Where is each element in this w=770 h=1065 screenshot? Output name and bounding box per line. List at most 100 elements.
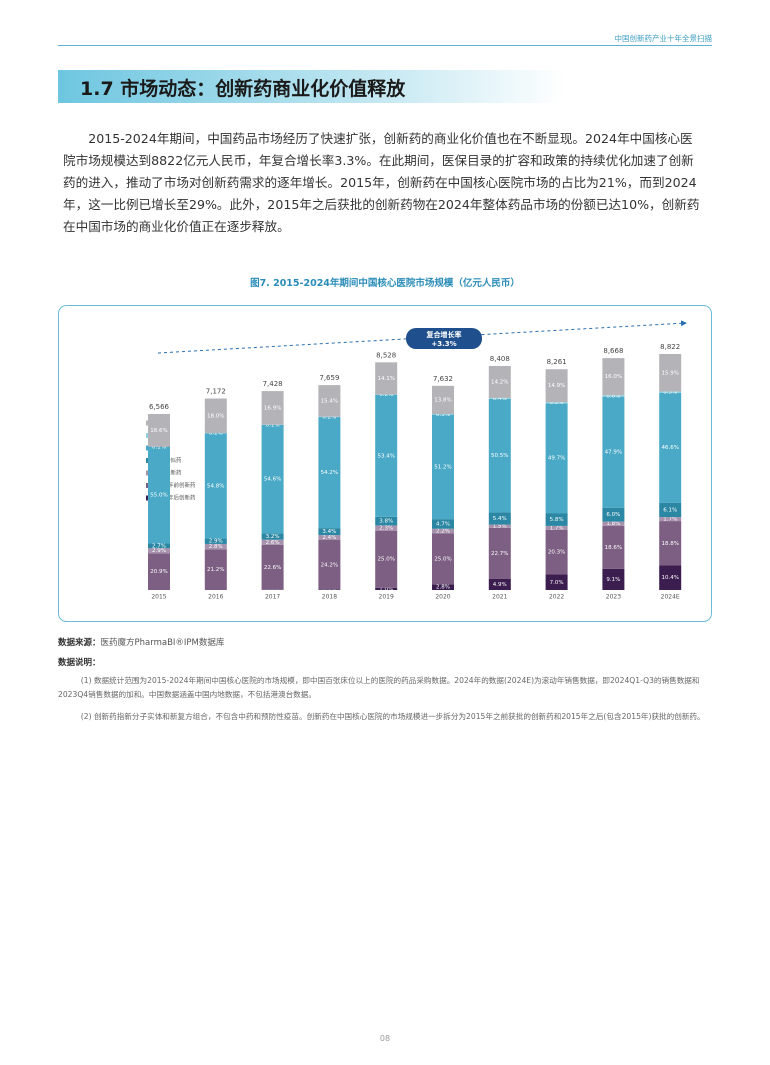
value-label: 16.9% — [264, 405, 281, 411]
x-tick-label: 2019 — [379, 594, 394, 601]
x-tick-label: 2024E — [661, 594, 680, 601]
value-label: 1.8% — [606, 521, 620, 527]
value-label: 6.1% — [663, 507, 677, 513]
value-label: 5.8% — [550, 517, 564, 523]
x-tick-label: 2017 — [265, 594, 280, 601]
value-label: 0.5% — [550, 400, 564, 406]
bar-segment — [204, 549, 227, 590]
value-label: 0.1% — [152, 444, 166, 450]
bar-segment — [375, 362, 398, 395]
value-label: 2.9% — [152, 548, 166, 554]
value-label: 14.2% — [491, 379, 508, 385]
bar-segment — [318, 540, 341, 590]
x-tick-label: 2016 — [208, 594, 223, 601]
bar-segment — [488, 398, 511, 513]
legend-label: 2015年后创新药 — [154, 494, 196, 502]
bar-segment — [488, 527, 511, 579]
value-label: 21.2% — [207, 567, 224, 573]
bar-segment — [602, 395, 625, 397]
value-label: 18.6% — [605, 545, 622, 551]
paragraph: 2015-2024年期间，中国药品市场经历了快速扩张，创新药的商业化价值也在不断… — [63, 131, 700, 234]
value-label: 0.1% — [209, 431, 223, 437]
total-label: 7,632 — [433, 375, 453, 383]
bar-segment — [148, 553, 170, 590]
total-label: 8,822 — [660, 343, 680, 351]
value-label: 0.1% — [266, 422, 280, 428]
bar-segment — [261, 391, 284, 425]
bar-segment — [545, 402, 568, 404]
total-label: 8,261 — [547, 358, 567, 366]
value-label: 20.9% — [150, 569, 167, 575]
bar-segment — [432, 528, 454, 534]
bar-segment — [318, 385, 341, 417]
bar-segment — [659, 517, 682, 522]
value-label: 14.9% — [548, 383, 565, 389]
bar-segment — [488, 512, 511, 525]
bar-segment — [318, 417, 341, 529]
value-label: 7.0% — [550, 580, 564, 586]
value-label: 0.6% — [606, 393, 620, 399]
total-label: 8,668 — [603, 347, 623, 355]
value-label: 1.7% — [663, 517, 677, 523]
bar-segment — [545, 529, 568, 575]
bar-segment — [148, 446, 170, 544]
value-label: 2.3% — [379, 526, 393, 532]
value-label: 10.4% — [661, 575, 678, 581]
value-label: 4.9% — [493, 582, 507, 588]
value-label: 15.9% — [661, 370, 678, 376]
value-label: 0.4% — [493, 396, 507, 402]
bar-segment — [375, 516, 398, 526]
section-title-bar: 1.7 市场动态：创新药商业化价值释放 — [58, 70, 565, 103]
value-label: 3.4% — [322, 529, 336, 535]
value-label: 0.2% — [379, 392, 393, 398]
bar-segment — [375, 525, 398, 531]
bar-segment — [545, 403, 568, 514]
value-label: 6.0% — [606, 512, 620, 518]
value-label: 54.6% — [264, 477, 281, 483]
bar-segment — [148, 548, 170, 554]
value-label: 9.1% — [606, 577, 620, 583]
bar-segment — [204, 543, 227, 550]
bar-segment — [659, 392, 682, 503]
bar-segment — [375, 587, 398, 590]
value-label: 0.1% — [266, 587, 280, 593]
bar-segment — [432, 584, 454, 590]
value-label: 47.9% — [605, 450, 622, 456]
x-tick-label: 2023 — [606, 594, 621, 601]
total-label: 7,659 — [319, 374, 339, 382]
bar-segment — [375, 530, 398, 588]
value-label: 18.0% — [207, 413, 224, 419]
source: 数据来源：医药魔方PharmaBI®IPM数据库 — [58, 636, 224, 648]
value-label: 18.8% — [661, 541, 678, 547]
total-label: 7,172 — [206, 388, 226, 396]
value-label: 24.2% — [321, 562, 338, 568]
bar-segment — [602, 396, 625, 508]
chart: 复合增长率 +3.3% 中成药疫苗仿制药生物类似药改良型新药2015年前创新药2… — [58, 305, 712, 622]
bar-segment — [602, 521, 625, 526]
bar-segment — [659, 354, 682, 392]
value-label: 15.4% — [321, 398, 338, 404]
x-tick-label: 2021 — [492, 594, 507, 601]
bar-segment — [432, 533, 454, 585]
bar-segment — [602, 507, 625, 522]
bar-segment — [488, 524, 511, 528]
value-label: 18.6% — [150, 428, 167, 434]
value-label: 2.8% — [436, 585, 450, 591]
source-text: 医药魔方PharmaBI®IPM数据库 — [100, 638, 225, 648]
total-label: 8,528 — [376, 351, 396, 359]
value-label: 4.7% — [436, 521, 450, 527]
legend-label: 2015年前创新药 — [154, 481, 196, 489]
value-label: 13.8% — [434, 397, 451, 403]
bar-segment — [432, 414, 454, 520]
value-label: 20.3% — [548, 550, 565, 556]
bar-segment — [318, 528, 341, 536]
notes-label: 数据说明： — [58, 658, 101, 668]
value-label: 2.2% — [436, 528, 450, 534]
value-label: 0.0% — [152, 588, 166, 594]
value-label: 2.7% — [152, 543, 166, 549]
bar-segment — [375, 394, 398, 517]
value-label: 1.7% — [550, 525, 564, 531]
value-label: 2.8% — [209, 544, 223, 550]
value-label: 3.8% — [379, 519, 393, 525]
bar-segment — [602, 358, 625, 396]
